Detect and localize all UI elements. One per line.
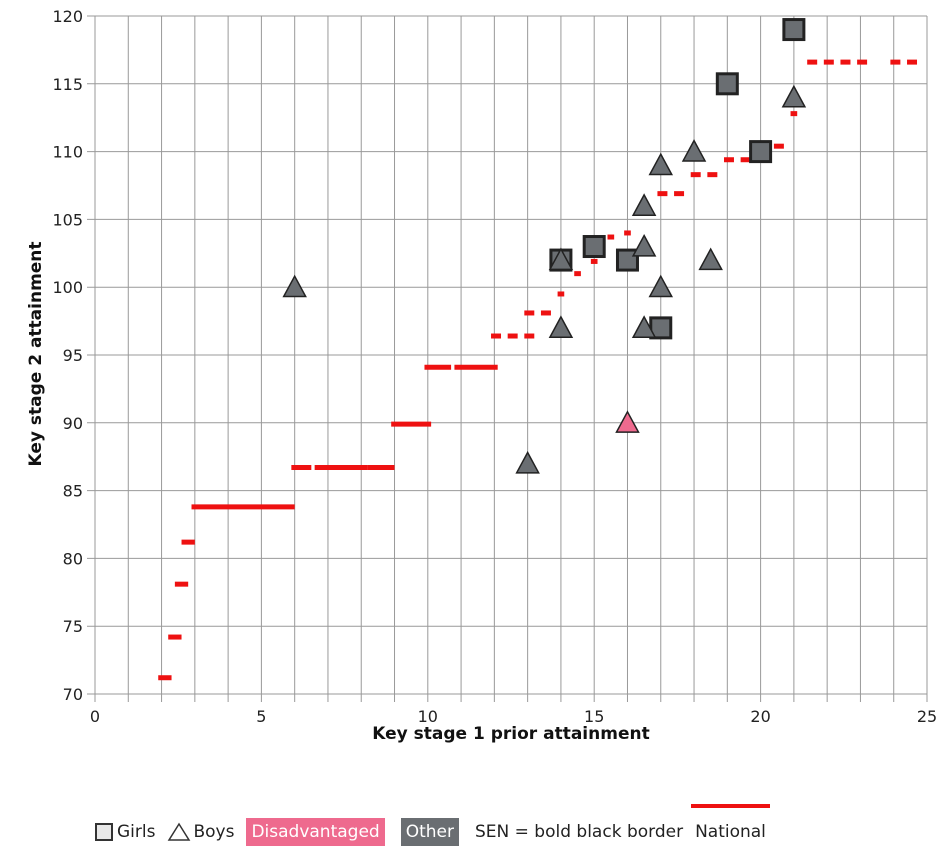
boy-marker	[781, 84, 807, 108]
x-tick-label: 20	[750, 707, 770, 726]
square-icon	[95, 823, 113, 841]
legend-national: National	[691, 804, 770, 842]
boy-marker	[548, 315, 574, 338]
triangle-icon	[168, 822, 191, 841]
legend-sen: SEN = bold black border	[475, 822, 683, 842]
y-tick-label: 80	[63, 549, 83, 568]
boy-marker	[615, 410, 640, 433]
girl-marker	[782, 18, 806, 42]
legend-disadvantaged-label: Disadvantaged	[246, 818, 385, 846]
boy-marker	[648, 152, 674, 176]
legend-girls: Girls	[95, 822, 155, 842]
x-tick-label: 5	[256, 707, 266, 726]
boy-marker	[548, 247, 574, 271]
x-tick-label: 10	[418, 707, 438, 726]
y-tick-label: 70	[63, 685, 83, 704]
legend-national-label: National	[695, 822, 766, 842]
chart-axes: 0 5 10 15 20 25 70 75 80 85 90 95 100 105 110 115 120	[52, 7, 937, 726]
legend-boys-label: Boys	[193, 822, 235, 842]
boy-marker	[631, 315, 657, 338]
girl-marker	[582, 235, 606, 259]
legend-other: Other	[400, 818, 463, 846]
boy-marker	[631, 233, 657, 257]
x-axis-title: Key stage 1 prior attainment	[372, 724, 649, 744]
girl-marker	[615, 248, 639, 272]
y-tick-label: 115	[52, 75, 83, 94]
y-tick-label: 95	[63, 346, 83, 365]
legend-disadvantaged: Disadvantaged	[246, 818, 388, 846]
y-tick-label: 120	[52, 7, 83, 26]
girl-marker	[715, 72, 739, 96]
y-tick-label: 100	[52, 278, 83, 297]
y-axis-title: Key stage 2 attainment	[26, 241, 46, 466]
x-tick-label: 0	[90, 707, 100, 726]
national-series	[158, 59, 918, 681]
legend-other-label: Other	[400, 818, 459, 846]
legend-national-line	[691, 804, 770, 808]
chart-legend: Girls Boys Disadvantaged Other SEN = bol…	[95, 804, 778, 852]
girl-marker	[749, 140, 773, 164]
boy-marker	[282, 274, 307, 298]
x-tick-label: 25	[917, 707, 937, 726]
pupil-points	[282, 18, 807, 474]
legend-girls-label: Girls	[117, 822, 156, 842]
boy-marker	[631, 193, 657, 216]
y-tick-label: 105	[52, 210, 83, 229]
boy-marker	[648, 274, 674, 298]
y-tick-label: 75	[63, 617, 83, 636]
x-tick-label: 15	[584, 707, 604, 726]
legend-boys: Boys	[167, 822, 234, 842]
legend-sen-label: SEN = bold black border	[475, 822, 684, 842]
chart-grid	[87, 15, 928, 702]
boy-marker	[681, 139, 707, 162]
boy-marker	[515, 450, 540, 474]
y-tick-label: 90	[63, 414, 83, 433]
y-tick-label: 110	[52, 143, 83, 162]
boy-marker	[698, 247, 723, 271]
y-tick-label: 85	[63, 482, 83, 501]
